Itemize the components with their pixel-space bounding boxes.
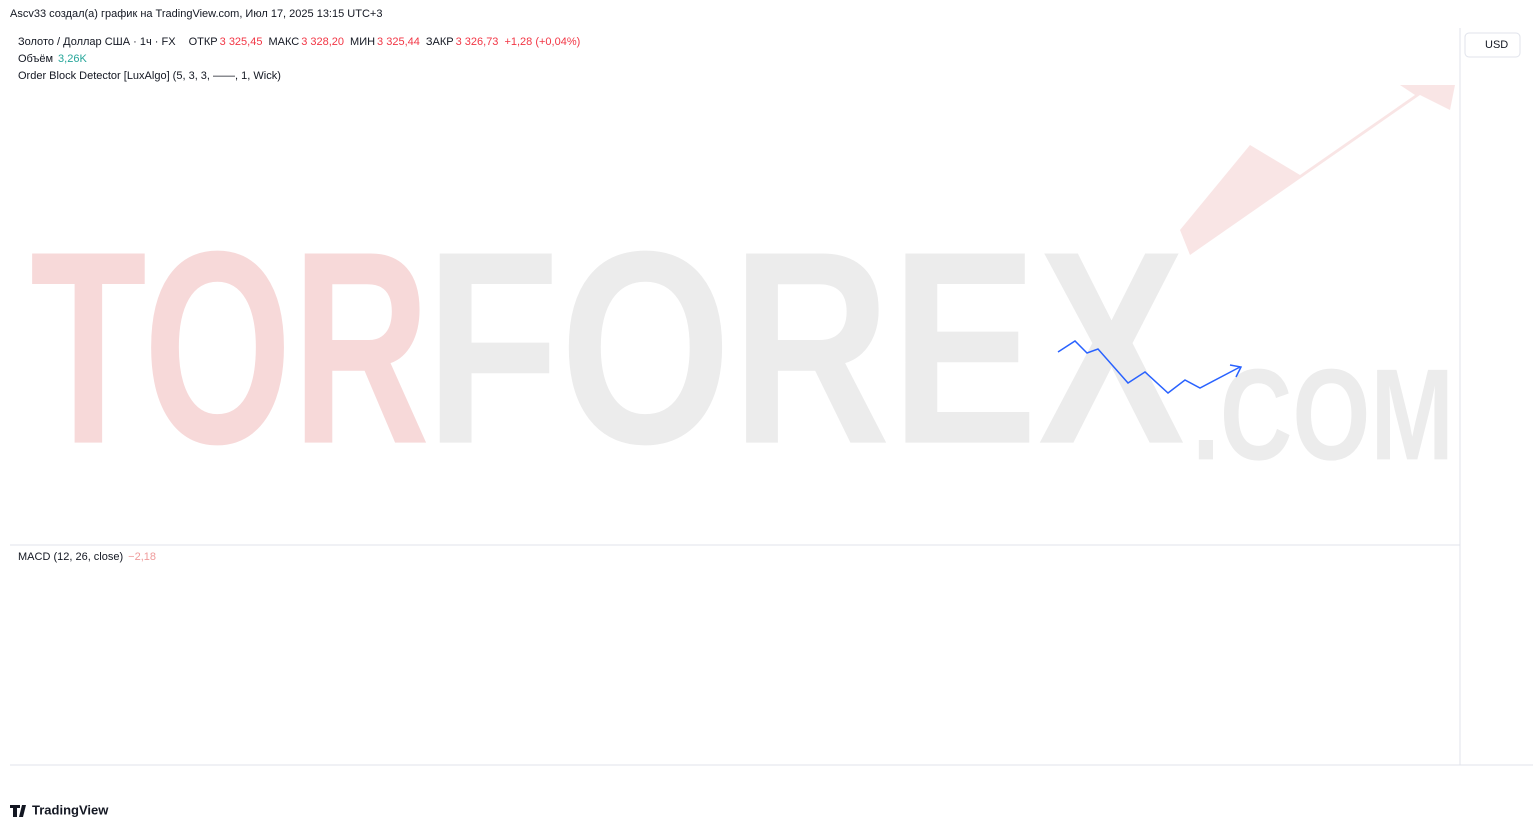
watermark-arrow xyxy=(1180,85,1455,255)
ohlc-label: МИН xyxy=(350,36,375,48)
header: Ascv33 создал(а) график на TradingView.c… xyxy=(10,8,382,20)
ohlc-value: 3 326,73 xyxy=(456,36,499,48)
watermark-left: TOR xyxy=(30,195,430,502)
watermark-right: .COM xyxy=(1192,341,1454,487)
symbol-legend: Золото / Доллар США · 1ч · FX ОТКР 3 325,… xyxy=(18,36,580,48)
symbol: Золото / Доллар США · 1ч · FX xyxy=(18,36,176,48)
indicator-legend: Order Block Detector [LuxAlgo] (5, 3, 3,… xyxy=(18,70,281,82)
forecast-path xyxy=(1057,340,1241,394)
volume-last: 3,26K xyxy=(58,53,87,65)
volume-title: Объём xyxy=(18,53,53,65)
volume-legend: Объём 3,26K xyxy=(18,53,87,65)
change: +1,28 (+0,04%) xyxy=(504,36,580,48)
macd-last: −2,18 xyxy=(128,551,156,563)
macd-legend: MACD (12, 26, close) −2,18 xyxy=(18,551,156,563)
watermark-mid: FOREX xyxy=(425,195,1186,502)
macd-title: MACD (12, 26, close) xyxy=(18,551,123,563)
ohlc-label: ЗАКР xyxy=(426,36,454,48)
ohlc-value: 3 325,44 xyxy=(377,36,420,48)
logo-text: TradingView xyxy=(32,802,109,817)
logo-icon xyxy=(10,805,26,817)
ohlc-label: ОТКР xyxy=(189,36,218,48)
watermark: TOR FOREX .COM xyxy=(30,85,1455,502)
currency[interactable]: USD xyxy=(1485,39,1508,51)
ohlc-value: 3 328,20 xyxy=(301,36,344,48)
forecast-arrowhead xyxy=(1229,364,1243,378)
currency-button[interactable] xyxy=(1464,32,1521,58)
ohlc-value: 3 325,45 xyxy=(220,36,263,48)
ohlc-label: МАКС xyxy=(268,36,299,48)
